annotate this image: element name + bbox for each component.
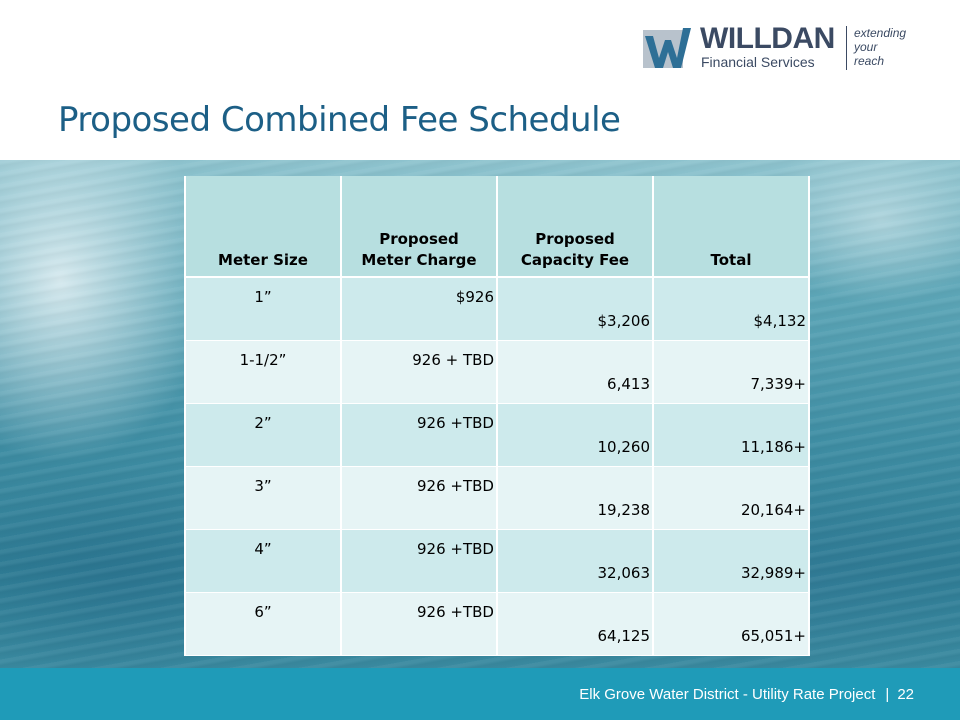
logo-tagline: extending your reach bbox=[854, 26, 906, 68]
cell-meter-size: 3” bbox=[184, 466, 342, 530]
cell-meter-charge: 926 +TBD bbox=[340, 403, 498, 467]
cell-capacity-fee: $3,206 bbox=[496, 277, 654, 341]
logo-tagline-line: your bbox=[854, 40, 878, 54]
cell-meter-size: 2” bbox=[184, 403, 342, 467]
logo-wordmark: WILLDAN bbox=[700, 22, 835, 55]
header-line: Meter Size bbox=[218, 251, 308, 269]
cell-meter-charge: 926 + TBD bbox=[340, 340, 498, 404]
cell-capacity-fee: 19,238 bbox=[496, 466, 654, 530]
footer-text: Elk Grove Water District - Utility Rate … bbox=[579, 686, 914, 703]
header-meter-size: Meter Size bbox=[184, 176, 342, 278]
fee-schedule-table: Meter Size Proposed Meter Charge Propose… bbox=[184, 176, 810, 656]
cell-meter-size: 6” bbox=[184, 592, 342, 656]
cell-meter-charge: 926 +TBD bbox=[340, 529, 498, 593]
cell-capacity-fee: 32,063 bbox=[496, 529, 654, 593]
table-row: 6” 926 +TBD 64,125 65,051+ bbox=[184, 592, 810, 656]
page-number: 22 bbox=[897, 686, 914, 703]
header-total: Total bbox=[652, 176, 810, 278]
logo-subtitle: Financial Services bbox=[701, 54, 815, 70]
cell-meter-charge: 926 +TBD bbox=[340, 592, 498, 656]
cell-meter-charge: $926 bbox=[340, 277, 498, 341]
table-header-row: Meter Size Proposed Meter Charge Propose… bbox=[184, 176, 810, 278]
header-line: Capacity Fee bbox=[520, 251, 630, 269]
header-line: Total bbox=[710, 251, 752, 269]
table-row: 4” 926 +TBD 32,063 32,989+ bbox=[184, 529, 810, 593]
cell-meter-charge: 926 +TBD bbox=[340, 466, 498, 530]
header-line: Meter Charge bbox=[361, 251, 477, 269]
cell-total: 11,186+ bbox=[652, 403, 810, 467]
logo-divider bbox=[846, 26, 847, 70]
slide-title: Proposed Combined Fee Schedule bbox=[58, 100, 621, 140]
footer-project-name: Elk Grove Water District - Utility Rate … bbox=[579, 686, 876, 703]
willdan-logo: WILLDAN Financial Services extending you… bbox=[640, 22, 930, 74]
table-row: 2” 926 +TBD 10,260 11,186+ bbox=[184, 403, 810, 467]
cell-meter-size: 1-1/2” bbox=[184, 340, 342, 404]
logo-tagline-line: extending bbox=[854, 26, 907, 40]
logo-tagline-line: reach bbox=[854, 54, 885, 68]
cell-total: 7,339+ bbox=[652, 340, 810, 404]
willdan-w-logo-icon bbox=[643, 28, 691, 68]
header-line: Proposed bbox=[379, 230, 459, 248]
cell-capacity-fee: 64,125 bbox=[496, 592, 654, 656]
header-proposed-meter-charge: Proposed Meter Charge bbox=[340, 176, 498, 278]
cell-meter-size: 4” bbox=[184, 529, 342, 593]
header-proposed-capacity-fee: Proposed Capacity Fee bbox=[496, 176, 654, 278]
cell-total: 65,051+ bbox=[652, 592, 810, 656]
cell-total: $4,132 bbox=[652, 277, 810, 341]
footer-bar: Elk Grove Water District - Utility Rate … bbox=[0, 668, 960, 720]
table-row: 3” 926 +TBD 19,238 20,164+ bbox=[184, 466, 810, 530]
cell-capacity-fee: 10,260 bbox=[496, 403, 654, 467]
cell-meter-size: 1” bbox=[184, 277, 342, 341]
header-line: Proposed bbox=[535, 230, 615, 248]
table-row: 1” $926 $3,206 $4,132 bbox=[184, 277, 810, 341]
cell-total: 32,989+ bbox=[652, 529, 810, 593]
cell-capacity-fee: 6,413 bbox=[496, 340, 654, 404]
table-row: 1-1/2” 926 + TBD 6,413 7,339+ bbox=[184, 340, 810, 404]
footer-separator: | bbox=[885, 686, 890, 703]
cell-total: 20,164+ bbox=[652, 466, 810, 530]
